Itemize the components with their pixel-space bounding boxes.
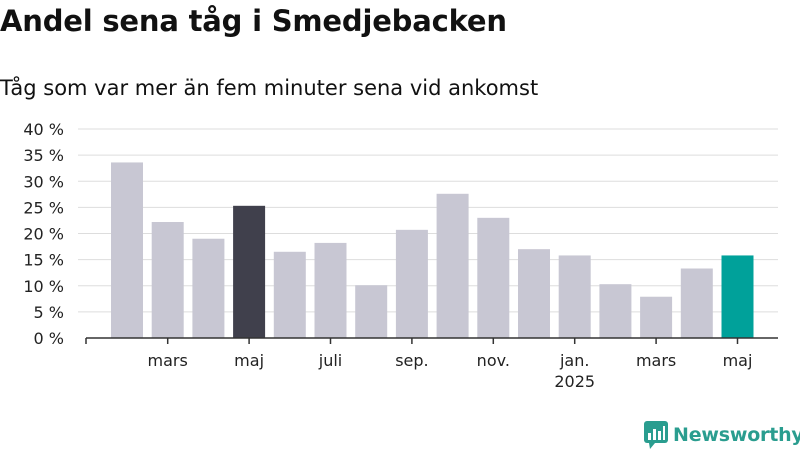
chart-subtitle: Tåg som var mer än fem minuter sena vid … <box>0 76 539 100</box>
x-tick-label: mars <box>148 351 188 370</box>
bar-2025-02 <box>599 284 632 338</box>
bar-2024-03 <box>151 222 184 338</box>
y-tick-label: 5 % <box>34 303 64 322</box>
bar-2024-09 <box>395 229 428 338</box>
x-axis <box>85 337 778 344</box>
x-axis-ticks: mars maj juli sep. nov. jan. 2025 mars maj <box>148 351 753 391</box>
x-tick-label: jan. <box>559 351 589 370</box>
y-tick-label: 25 % <box>23 198 64 217</box>
y-tick-label: 15 % <box>23 251 64 270</box>
bar-2024-04 <box>192 238 225 338</box>
y-tick-label: 40 % <box>23 120 64 139</box>
y-axis-ticks: 0 % 5 % 10 % 15 % 20 % 25 % 30 % 35 % 40 % <box>23 120 64 348</box>
bar-2024-06 <box>273 251 306 338</box>
bar-2024-10 <box>436 193 469 338</box>
x-tick-label: maj <box>234 351 264 370</box>
bar-2024-07 <box>314 242 347 338</box>
bar-2024-11 <box>477 217 510 338</box>
y-tick-label: 30 % <box>23 172 64 191</box>
bar-2025-01 <box>558 255 591 338</box>
newsworthy-logo-icon <box>644 421 668 449</box>
x-tick-label: maj <box>723 351 753 370</box>
x-tick-year-label: 2025 <box>554 372 595 391</box>
brand-name: Newsworthy <box>673 424 800 446</box>
x-tick-label: juli <box>318 351 342 370</box>
chart-title: Andel sena tåg i Smedjebacken <box>0 4 507 38</box>
bar-2024-12 <box>518 249 550 338</box>
bar-2024-08 <box>355 285 388 338</box>
newsworthy-logo: Newsworthy <box>643 420 800 450</box>
x-tick-label: nov. <box>477 351 510 370</box>
bar-2025-05 <box>721 255 754 338</box>
bar-2025-03 <box>640 296 673 338</box>
bar-2025-04 <box>680 268 713 338</box>
y-tick-label: 20 % <box>23 225 64 244</box>
x-tick-label: sep. <box>395 351 428 370</box>
gridlines <box>78 128 778 313</box>
y-tick-label: 10 % <box>23 277 64 296</box>
y-tick-label: 0 % <box>34 329 64 348</box>
bar-2024-02 <box>111 162 143 338</box>
bars <box>111 162 754 338</box>
x-tick-label: mars <box>636 351 676 370</box>
y-tick-label: 35 % <box>23 146 64 165</box>
bar-2024-05 <box>233 205 266 338</box>
